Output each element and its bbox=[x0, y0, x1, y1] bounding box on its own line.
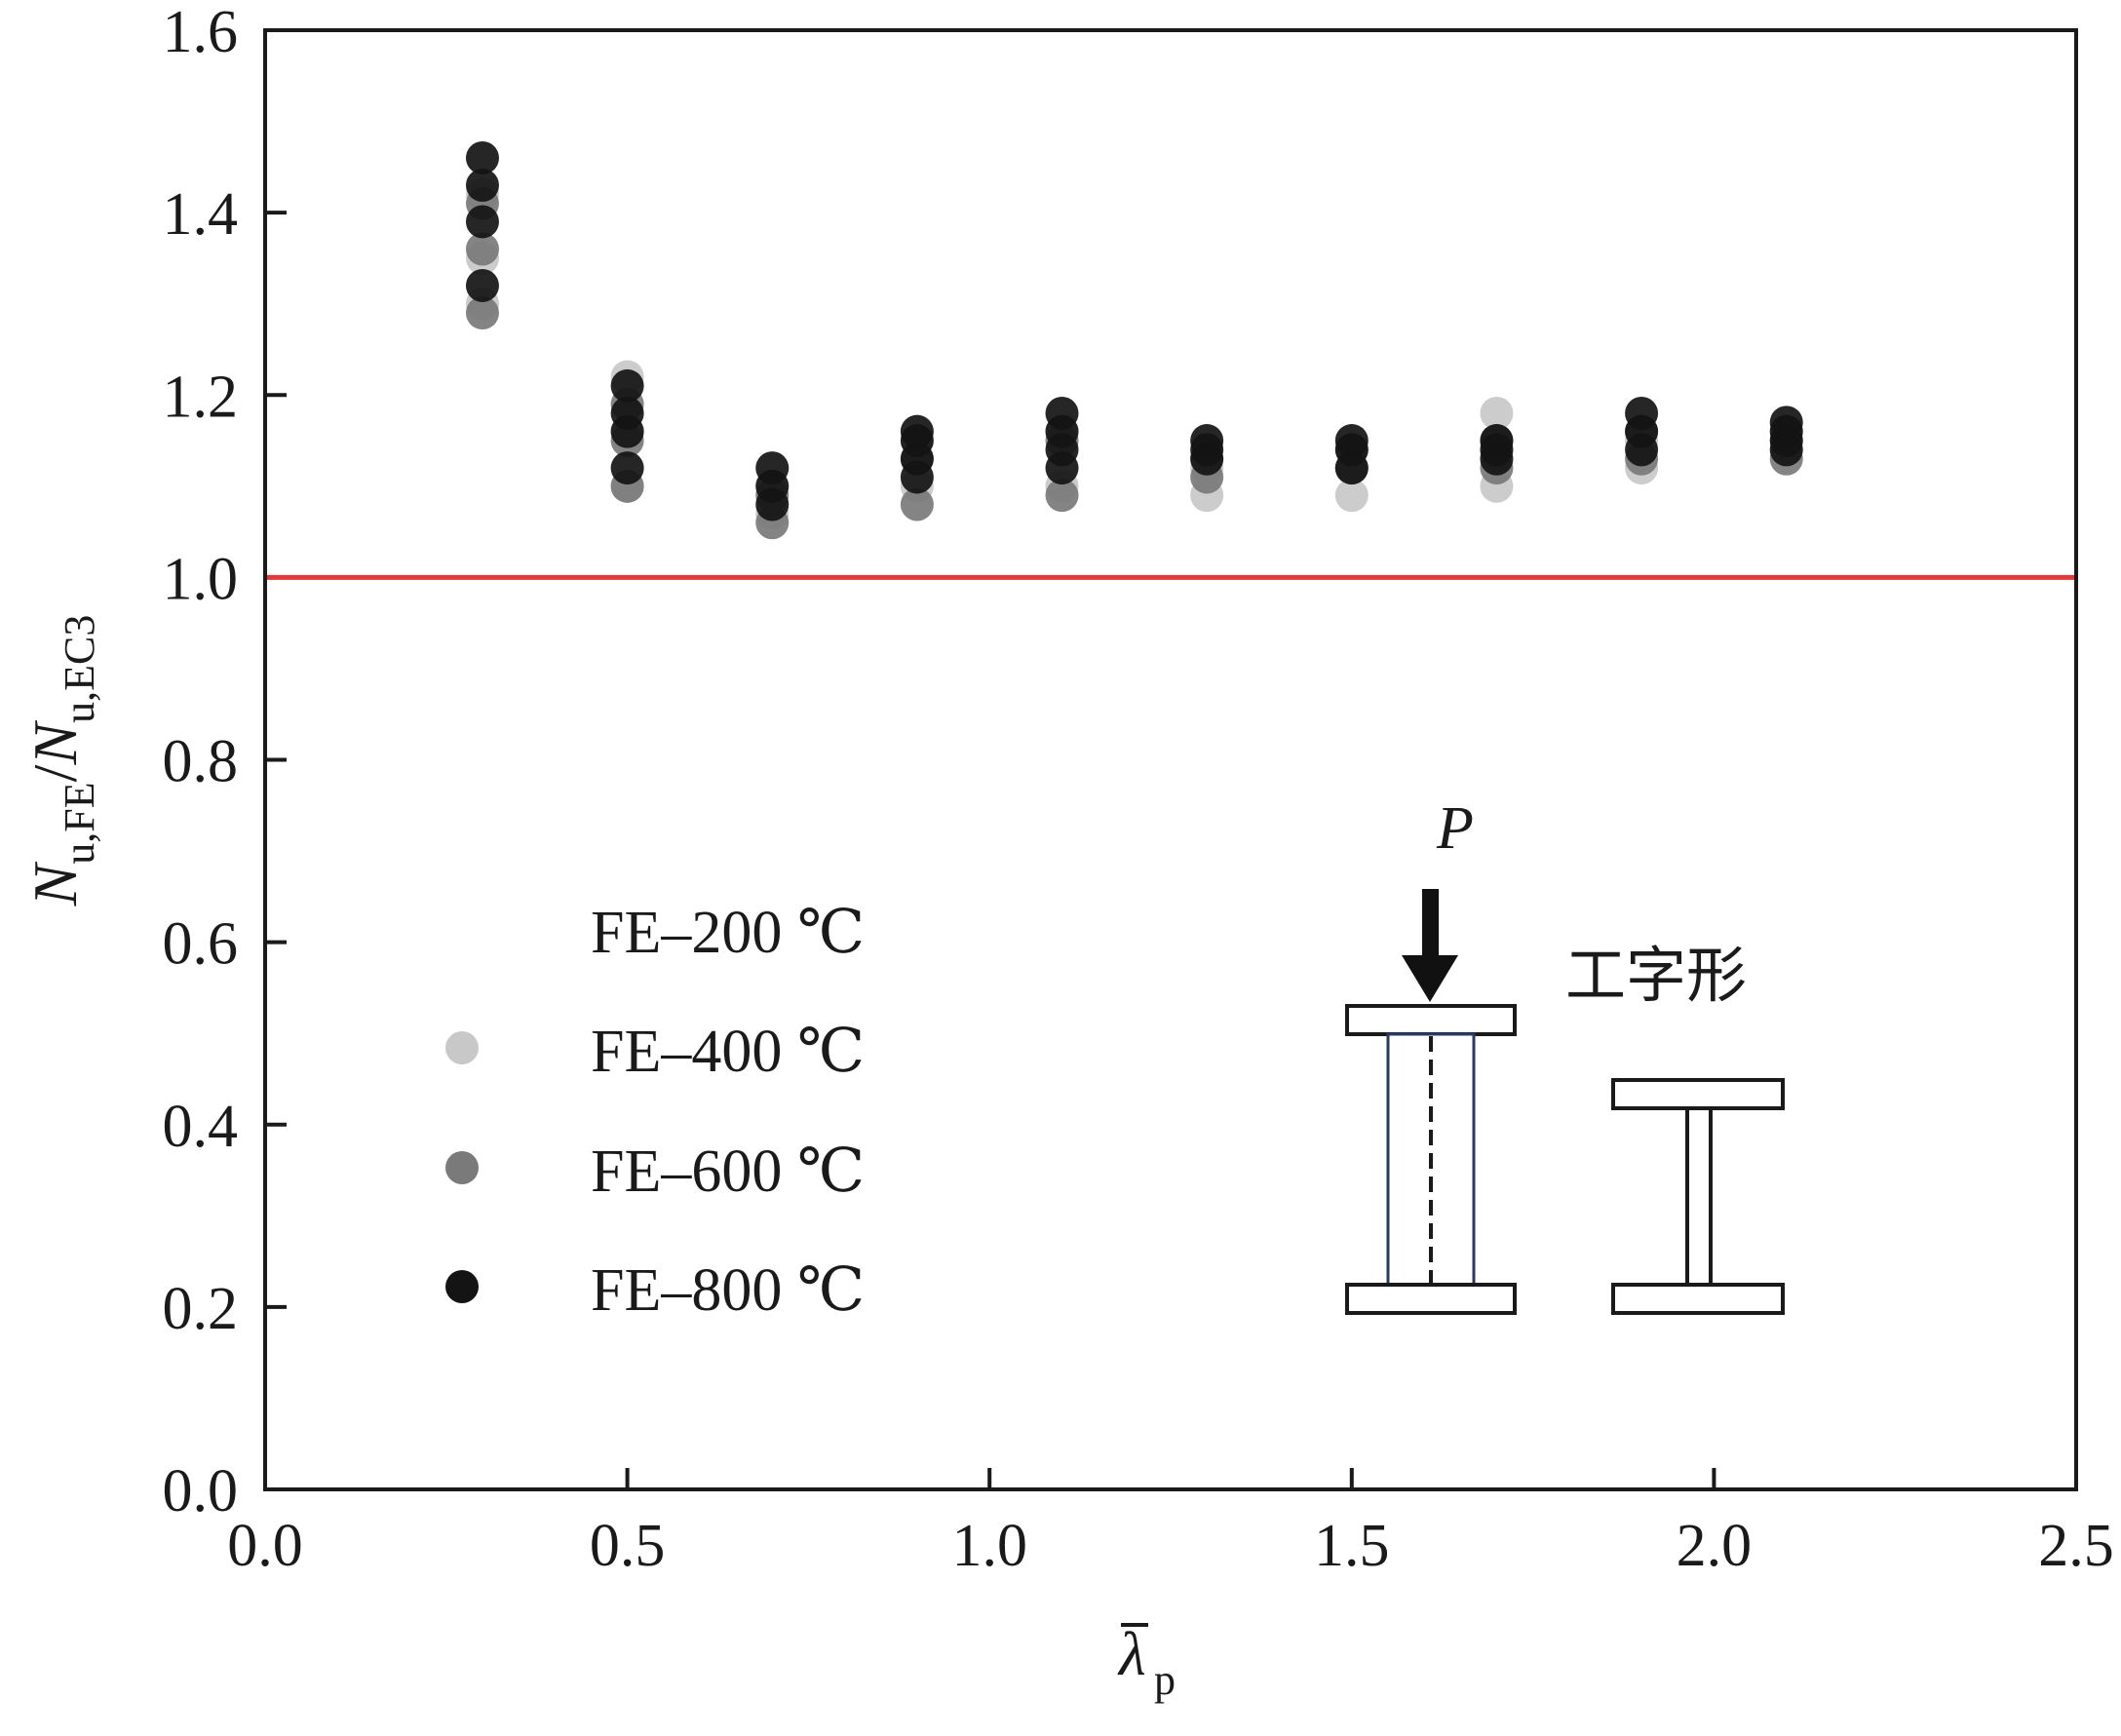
data-points bbox=[465, 140, 1803, 540]
data-point bbox=[1480, 396, 1514, 430]
plot-frame bbox=[263, 28, 2078, 1491]
data-point bbox=[610, 451, 644, 485]
column-bottom-plate bbox=[1345, 1283, 1517, 1315]
x-tick-label: 1.5 bbox=[1314, 1513, 1390, 1579]
section-label: 工字形 bbox=[1565, 940, 1747, 1011]
legend-item: FE–400 ℃ bbox=[445, 1019, 865, 1085]
i-section-web bbox=[1685, 1106, 1713, 1287]
x-axis-title-sub: p bbox=[1154, 1656, 1176, 1704]
x-axis-title: λ p bbox=[1117, 1619, 1176, 1704]
y-tick-label: 1.0 bbox=[163, 546, 239, 612]
data-point bbox=[465, 296, 499, 330]
y-tick-label: 0.4 bbox=[163, 1094, 239, 1160]
y-axis-title-slash: / bbox=[20, 764, 90, 782]
load-label: P bbox=[1436, 795, 1474, 862]
series-0 bbox=[466, 177, 1803, 502]
data-point bbox=[1769, 405, 1803, 440]
data-point bbox=[610, 368, 644, 403]
data-point bbox=[900, 487, 934, 521]
data-point bbox=[1190, 424, 1224, 458]
data-point bbox=[1625, 396, 1659, 430]
load-arrow-shaft bbox=[1422, 889, 1439, 957]
legend-label: FE–400 ℃ bbox=[591, 1019, 865, 1085]
y-tick-label: 0.8 bbox=[163, 729, 239, 795]
y-tick-label: 1.2 bbox=[163, 364, 239, 430]
x-tick-label: 2.5 bbox=[2038, 1513, 2114, 1579]
legend-label: FE–600 ℃ bbox=[591, 1138, 865, 1205]
axis-ticks: 0.0 0.5 1.0 1.5 2.0 2.5 0.0 0.2 0.4 0.6 0.8 1.0 1.2 1… bbox=[163, 0, 2114, 1579]
data-point bbox=[465, 169, 499, 203]
i-section-bottom-flange bbox=[1611, 1283, 1785, 1315]
data-point bbox=[465, 232, 499, 266]
x-tick-label: 0.0 bbox=[227, 1513, 303, 1579]
x-axis-title-main: λ bbox=[1117, 1619, 1146, 1688]
series-3 bbox=[465, 140, 1803, 521]
series-1 bbox=[465, 177, 1803, 530]
data-point bbox=[465, 205, 499, 239]
legend-item: FE–600 ℃ bbox=[445, 1138, 865, 1205]
data-point bbox=[465, 140, 499, 174]
load-arrow-head bbox=[1402, 955, 1458, 1002]
legend-marker bbox=[445, 1151, 479, 1184]
y-tick-label: 0.2 bbox=[163, 1276, 239, 1342]
y-axis-title-n2: N bbox=[20, 720, 90, 766]
x-tick-label: 1.0 bbox=[951, 1513, 1027, 1579]
data-point bbox=[1045, 479, 1079, 513]
data-point bbox=[1334, 424, 1369, 458]
legend-item: FE–800 ℃ bbox=[445, 1257, 865, 1324]
y-tick-label: 1.4 bbox=[163, 181, 239, 248]
legend-marker bbox=[445, 1270, 479, 1303]
y-axis-title: Nu,FE/Nu,EC3 bbox=[20, 615, 103, 907]
i-section-top-flange bbox=[1611, 1078, 1785, 1110]
legend-label: FE–800 ℃ bbox=[591, 1257, 865, 1324]
x-tick-label: 2.0 bbox=[1677, 1513, 1753, 1579]
series-2 bbox=[465, 186, 1803, 540]
legend-label: FE–200 ℃ bbox=[591, 900, 865, 966]
data-point bbox=[900, 414, 934, 448]
legend-marker bbox=[445, 1031, 479, 1064]
data-point bbox=[1480, 424, 1514, 458]
y-axis-title-n1: N bbox=[20, 861, 90, 907]
x-tick-label: 0.5 bbox=[590, 1513, 666, 1579]
y-axis-title-sub1: u,FE bbox=[56, 782, 103, 864]
column-top-plate bbox=[1345, 1004, 1517, 1036]
data-point bbox=[465, 268, 499, 302]
column-diagram: P 工字形 bbox=[1345, 795, 1785, 1315]
data-point bbox=[610, 396, 644, 430]
y-tick-label: 0.0 bbox=[163, 1458, 239, 1524]
y-tick-label: 1.6 bbox=[163, 0, 239, 65]
data-point bbox=[1334, 479, 1369, 513]
y-tick-label: 0.6 bbox=[163, 911, 239, 978]
y-axis-title-sub2: u,EC3 bbox=[56, 615, 103, 723]
data-point bbox=[755, 451, 790, 485]
legend: FE–200 ℃ FE–400 ℃ FE–600 ℃ FE–800 ℃ bbox=[445, 900, 865, 1324]
data-point bbox=[1045, 396, 1079, 430]
legend-item: FE–200 ℃ bbox=[591, 900, 865, 966]
